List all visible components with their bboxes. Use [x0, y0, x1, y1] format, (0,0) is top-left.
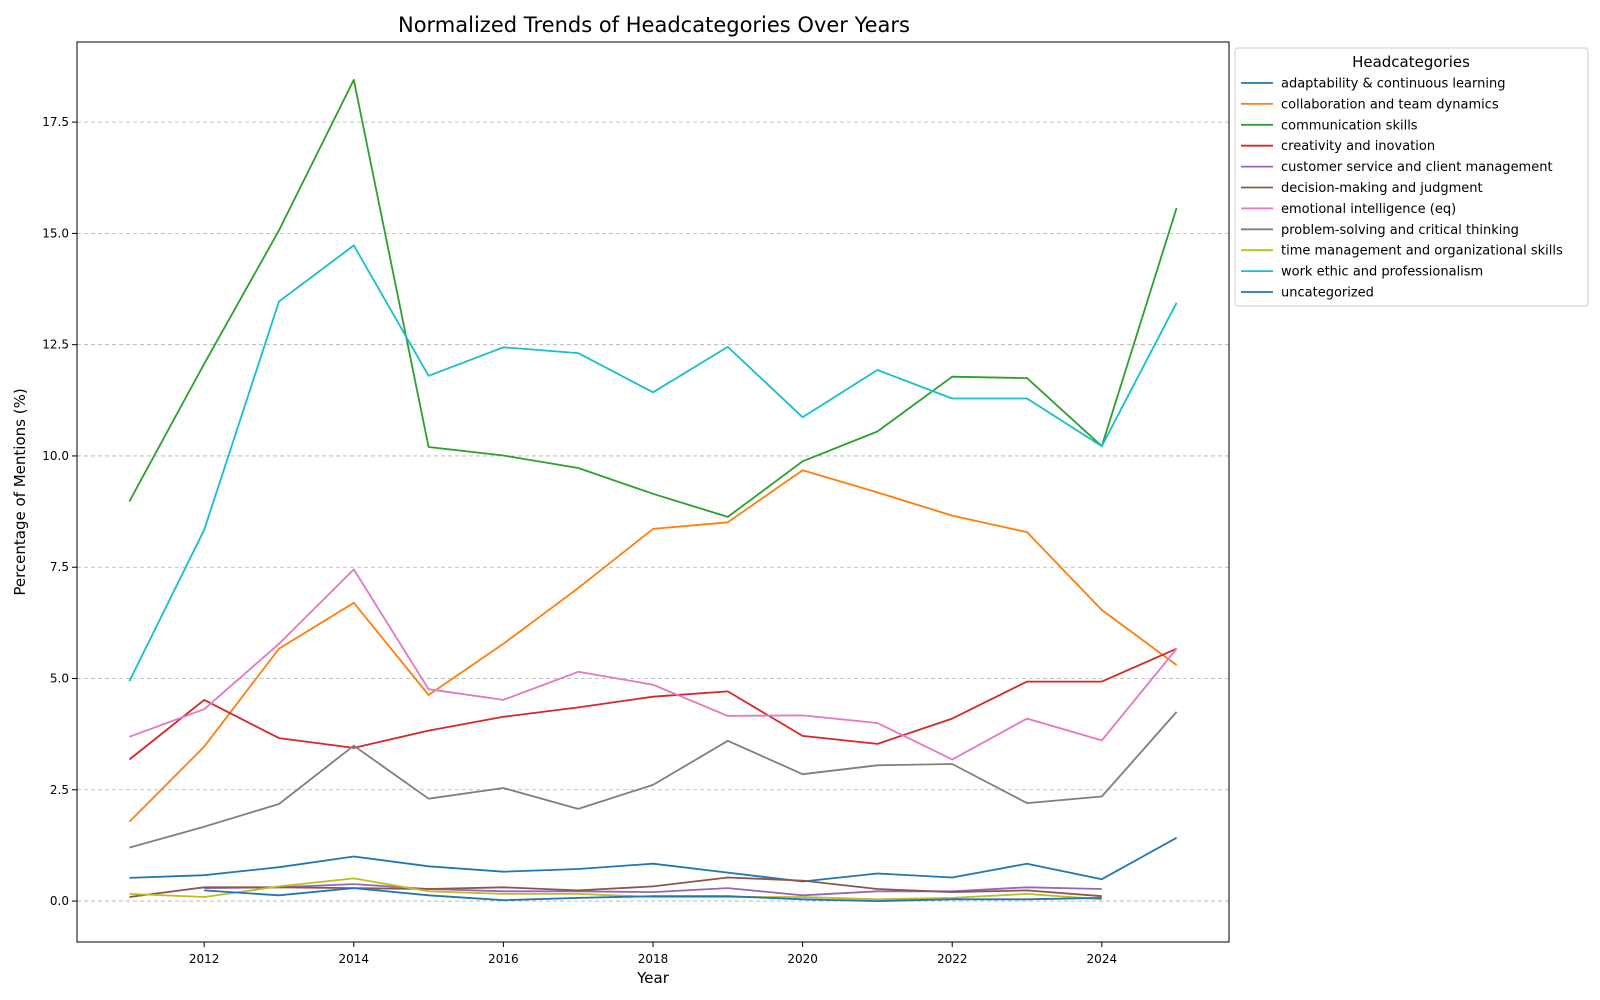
series-line	[129, 837, 1178, 883]
legend-label: time management and organizational skill…	[1281, 244, 1563, 259]
y-axis-ticks: 0.0 2.5 5.0 7.5 10.0 12.5 15.0 17.5	[42, 115, 77, 908]
legend-label: problem-solving and critical thinking	[1281, 223, 1519, 238]
legend-label: communication skills	[1281, 118, 1418, 133]
series-line	[128, 469, 1178, 823]
series-line	[128, 78, 1178, 518]
series-line	[128, 647, 1177, 761]
chart-title: Normalized Trends of Headcategories Over…	[398, 13, 910, 37]
x-tick-label: 2012	[189, 952, 220, 966]
series-line	[129, 877, 1102, 901]
legend: Headcategories adaptability & continuous…	[1234, 47, 1589, 307]
y-tick-label: 10.0	[42, 449, 69, 463]
x-tick-label: 2020	[787, 952, 818, 966]
legend-title: Headcategories	[1352, 53, 1470, 71]
y-axis-label: Percentage of Mentions (%)	[11, 388, 29, 595]
legend-items: adaptability & continuous learning collab…	[1241, 77, 1563, 301]
x-tick-label: 2022	[937, 952, 968, 966]
x-axis-ticks: 2012 2014 2016 2018 2020 2022 2024	[189, 942, 1117, 966]
y-tick-label: 17.5	[42, 115, 69, 129]
legend-box	[1234, 47, 1589, 307]
y-tick-label: 2.5	[50, 783, 69, 797]
y-tick-label: 7.5	[50, 560, 69, 574]
x-tick-label: 2024	[1087, 952, 1118, 966]
legend-label: emotional intelligence (eq)	[1281, 202, 1456, 217]
legend-label: creativity and inovation	[1281, 139, 1435, 154]
legend-label: uncategorized	[1281, 286, 1374, 301]
y-tick-label: 12.5	[42, 338, 69, 352]
legend-label: collaboration and team dynamics	[1281, 97, 1499, 112]
series-lines	[128, 78, 1178, 902]
y-tick-label: 0.0	[50, 894, 69, 908]
legend-label: customer service and client management	[1281, 160, 1553, 175]
series-line	[129, 711, 1178, 849]
series-line	[204, 887, 1102, 902]
series-line	[129, 568, 1178, 761]
x-tick-label: 2014	[339, 952, 370, 966]
legend-label: decision-making and judgment	[1281, 181, 1483, 196]
gridlines	[77, 121, 1229, 902]
x-axis-label: Year	[636, 969, 670, 987]
y-tick-label: 5.0	[50, 671, 69, 685]
series-line	[128, 244, 1178, 682]
y-tick-label: 15.0	[42, 226, 69, 240]
x-tick-label: 2016	[488, 952, 519, 966]
x-tick-label: 2018	[638, 952, 669, 966]
legend-label: work ethic and professionalism	[1281, 265, 1483, 280]
legend-label: adaptability & continuous learning	[1281, 77, 1505, 92]
series-line	[129, 876, 1102, 898]
